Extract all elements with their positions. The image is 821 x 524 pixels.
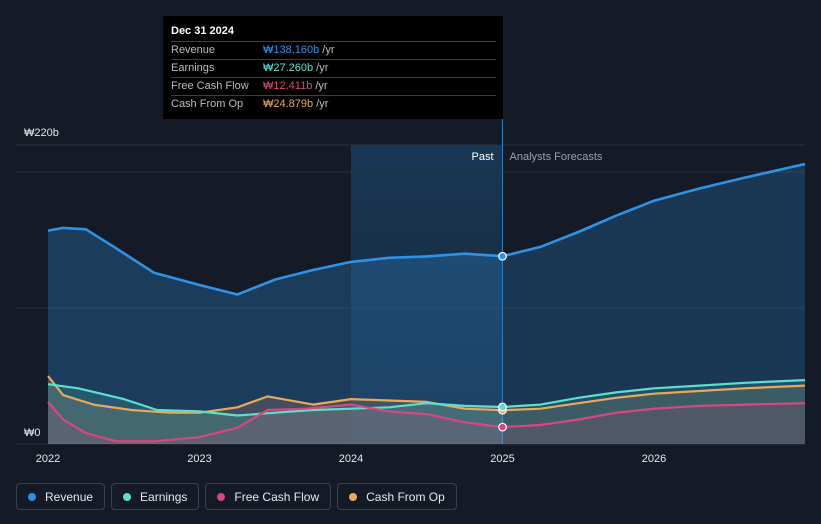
line-earnings bbox=[47, 379, 806, 417]
past-label: Past bbox=[471, 151, 493, 163]
tooltip-value: ₩12.411b bbox=[263, 80, 313, 92]
legend-label: Free Cash Flow bbox=[234, 489, 320, 504]
legend-item-revenue[interactable]: Revenue bbox=[16, 483, 106, 510]
legend-dot-icon bbox=[28, 492, 36, 501]
past-highlight-band bbox=[351, 145, 503, 444]
tooltip-label: Revenue bbox=[171, 44, 216, 56]
x-tick-label: 2022 bbox=[36, 453, 60, 465]
legend-label: Revenue bbox=[45, 489, 94, 504]
tooltip-label: Earnings bbox=[171, 62, 215, 74]
marker-free-cash-flow bbox=[498, 422, 507, 432]
legend-item-earnings[interactable]: Earnings bbox=[111, 483, 200, 510]
legend-label: Cash From Op bbox=[366, 489, 445, 504]
x-tick-label: 2026 bbox=[642, 453, 666, 465]
tooltip-row-earnings: Earnings ₩27.260b /yr bbox=[171, 59, 496, 77]
line-revenue bbox=[47, 162, 806, 296]
area-free-cash-flow bbox=[48, 401, 805, 444]
legend-dot-icon bbox=[217, 492, 226, 501]
tooltip-unit: /yr bbox=[322, 44, 335, 56]
legend-item-cash-from-op[interactable]: Cash From Op bbox=[337, 483, 457, 510]
tooltip-row-cash-from-op: Cash From Op ₩24.879b /yr bbox=[171, 95, 496, 113]
tooltip-unit: /yr bbox=[315, 80, 328, 92]
x-tick-label: 2025 bbox=[490, 453, 514, 465]
area-chart: ₩220b ₩0 Past Analysts Forecasts 2022 2023 202… bbox=[16, 119, 806, 465]
legend-label: Earnings bbox=[140, 489, 188, 504]
tooltip-row-free-cash-flow: Free Cash Flow ₩12.411b /yr bbox=[171, 77, 496, 95]
tooltip-value: ₩24.879b bbox=[263, 98, 314, 110]
tooltip-row-revenue: Revenue ₩138.160b /yr bbox=[171, 41, 496, 59]
y-axis-top-label: ₩220b bbox=[24, 127, 59, 139]
tooltip-unit: /yr bbox=[316, 62, 329, 74]
forecast-label: Analysts Forecasts bbox=[510, 151, 603, 163]
tooltip-date: Dec 31 2024 bbox=[171, 25, 234, 37]
legend-dot-icon bbox=[349, 492, 358, 501]
hover-tooltip: Dec 31 2024 Revenue ₩138.160b /yr Earnin… bbox=[163, 16, 503, 119]
tooltip-value: ₩27.260b bbox=[263, 62, 314, 74]
tooltip-label: Cash From Op bbox=[171, 98, 244, 110]
y-axis-bottom-label: ₩0 bbox=[24, 427, 41, 439]
legend-item-free-cash-flow[interactable]: Free Cash Flow bbox=[205, 483, 332, 510]
forecast-region bbox=[502, 145, 805, 444]
area-revenue bbox=[48, 164, 805, 444]
tooltip-value: ₩138.160b bbox=[263, 44, 320, 56]
x-tick-label: 2023 bbox=[187, 453, 211, 465]
line-free-cash-flow bbox=[47, 401, 806, 443]
line-cash-from-op bbox=[47, 375, 806, 414]
x-tick-label: 2024 bbox=[339, 453, 363, 465]
marker-earnings bbox=[498, 402, 507, 412]
marker-revenue bbox=[498, 251, 507, 261]
tooltip-label: Free Cash Flow bbox=[171, 80, 249, 92]
tooltip-unit: /yr bbox=[316, 98, 329, 110]
legend-dot-icon bbox=[123, 492, 132, 501]
chart-legend: Revenue Earnings Free Cash Flow Cash Fro… bbox=[16, 483, 457, 510]
